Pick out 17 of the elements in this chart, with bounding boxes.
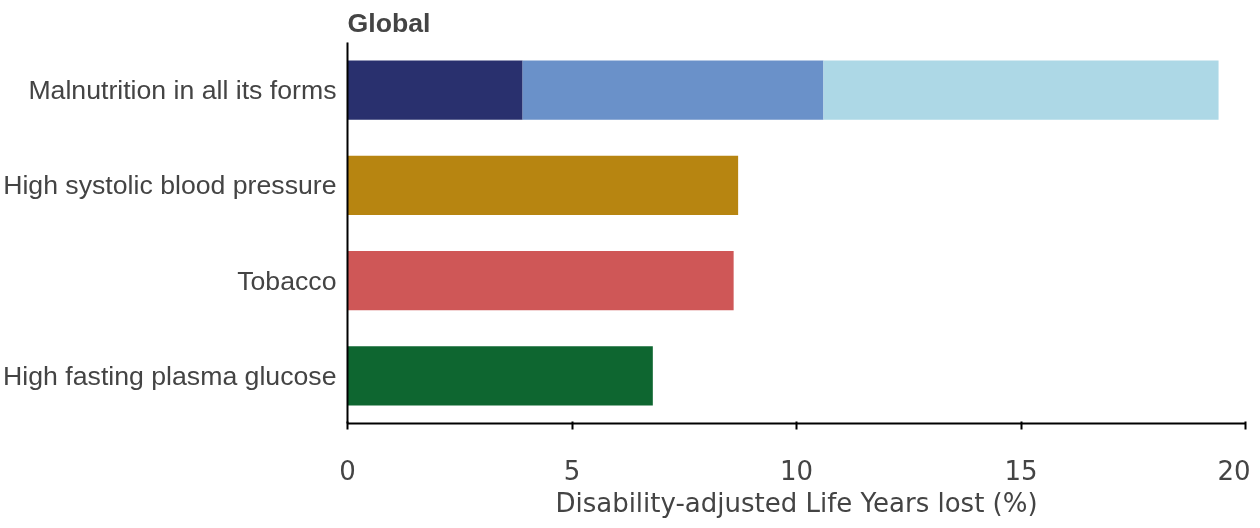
x-tick-label: 20 — [1217, 455, 1251, 486]
x-tick-label: 10 — [779, 455, 814, 486]
y-tick-label: High fasting plasma glucose — [3, 360, 337, 391]
bar — [347, 60, 523, 120]
bar — [347, 155, 739, 215]
bar — [522, 60, 824, 120]
bar — [823, 60, 1219, 120]
x-tick-label: 5 — [563, 455, 581, 486]
x-tick-label: 0 — [339, 455, 356, 486]
y-tick-label: Tobacco — [237, 265, 337, 296]
y-tick-label: Malnutrition in all its forms — [28, 75, 337, 106]
x-axis-title: Disability-adjusted Life Years lost (%) — [555, 487, 1038, 518]
y-tick-label: High systolic blood pressure — [3, 170, 337, 201]
x-tick-label: 15 — [1004, 455, 1038, 486]
bar — [347, 251, 734, 311]
chart-title: Global — [347, 7, 431, 38]
bar — [347, 346, 653, 406]
